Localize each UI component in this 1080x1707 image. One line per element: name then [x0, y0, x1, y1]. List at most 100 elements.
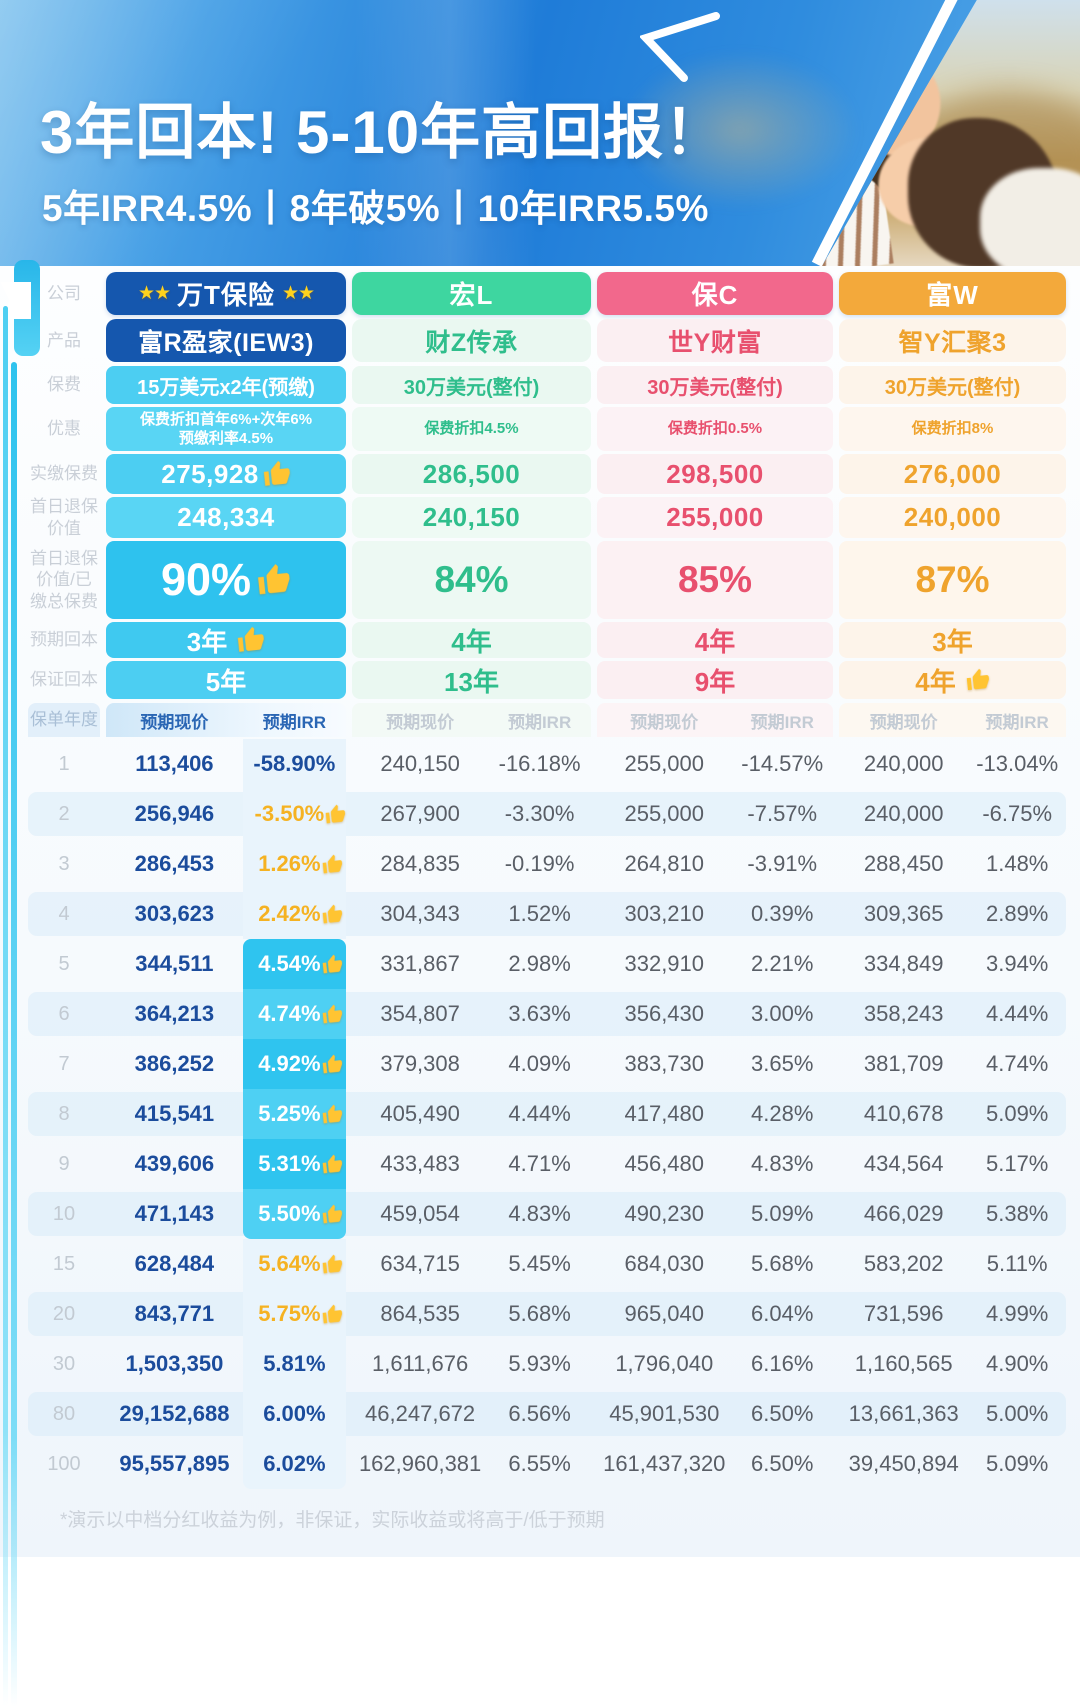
irr-cell: 4.83%: [508, 1201, 571, 1226]
irr-cell: 2.42%: [242, 889, 346, 939]
company-name: 富W: [926, 280, 979, 310]
expected-breakeven-value: 3年: [186, 626, 228, 657]
cash-value-cell: 358,243: [863, 1001, 944, 1026]
data-row: 46,247,672 6.56%: [352, 1389, 591, 1439]
cash-value-cell: 255,000: [624, 801, 705, 826]
data-row: 334,849 3.94%: [839, 939, 1066, 989]
day1-value-cell: 240,000: [839, 497, 1066, 538]
irr-value: 5.31%: [258, 1151, 321, 1176]
irr-cell: 4.92%: [242, 1039, 346, 1089]
irr-value: 6.02%: [263, 1451, 326, 1476]
cash-value-cell: 240,000: [863, 751, 944, 776]
data-row: 1,503,350 5.81%: [106, 1339, 346, 1389]
irr-cell: 5.09%: [985, 1451, 1049, 1476]
cash-value-cell: 1,796,040: [615, 1351, 714, 1376]
expected-breakeven-value: 4年: [451, 626, 492, 657]
irr-value: -58.90%: [253, 751, 336, 776]
data-row: 417,480 4.28%: [597, 1089, 833, 1139]
data-row: 309,365 2.89%: [839, 889, 1066, 939]
company-header: 富W: [839, 272, 1066, 315]
paid-premium-value: 298,500: [666, 458, 764, 489]
table-subheader: 预期现价 预期IRR: [352, 703, 591, 737]
discount-cell: 保费折扣首年6%+次年6% 预缴利率4.5%: [106, 407, 346, 451]
data-row: 628,484 5.64%: [106, 1239, 346, 1289]
premium-cell: 15万美元x2年(预缴): [106, 366, 346, 404]
ratio-value: 87%: [915, 559, 990, 600]
star-icon: ★★: [137, 283, 171, 304]
cash-value-cell: 240,150: [380, 751, 460, 776]
cash-value-cell: 1,611,676: [371, 1351, 469, 1376]
label-day1-ratio: 首日退保价值/已缴总保费: [30, 549, 98, 611]
irr-cell: 6.16%: [751, 1351, 814, 1376]
data-row: 684,030 5.68%: [597, 1239, 833, 1289]
irr-cell: 5.09%: [985, 1101, 1049, 1126]
cash-value-header: 预期现价: [630, 712, 699, 732]
cash-value-cell: 1,160,565: [854, 1351, 953, 1376]
irr-cell: -7.57%: [747, 801, 818, 826]
paid-premium-cell: 298,500: [597, 454, 833, 494]
data-row: 864,535 5.68%: [352, 1289, 591, 1339]
discount-line: 保费折扣0.5%: [667, 420, 763, 438]
cash-value-cell: 456,480: [624, 1151, 705, 1176]
cash-value-cell: 965,040: [624, 1301, 705, 1326]
expected-breakeven-value: 4年: [694, 626, 736, 657]
data-row: 386,252 4.92%: [106, 1039, 346, 1089]
cash-value-cell: 471,143: [134, 1201, 215, 1226]
irr-cell: 5.68%: [751, 1251, 814, 1276]
thumbs-up-icon: [322, 854, 342, 873]
irr-cell: -3.50%: [242, 789, 346, 839]
irr-value: 4.92%: [258, 1051, 321, 1076]
irr-cell: 5.09%: [751, 1201, 814, 1226]
left-stripe-decoration: [3, 306, 8, 1706]
label-company: 公司: [47, 283, 81, 303]
company-column-3: 保C 世Y财富 30万美元(整付) 保费折扣0.5% 298,500 255,000 85%…: [597, 272, 833, 1489]
cash-value-cell: 331,867: [380, 951, 460, 976]
data-row: 332,910 2.21%: [597, 939, 833, 989]
row-tint-band: [28, 1192, 1066, 1236]
data-row: 288,450 1.48%: [839, 839, 1066, 889]
data-row: 240,000 -13.04%: [839, 739, 1066, 789]
cash-value-cell: 95,557,895: [119, 1451, 230, 1476]
data-row: 95,557,895 6.02%: [106, 1439, 346, 1489]
data-row: 113,406 -58.90%: [106, 739, 346, 789]
irr-cell: 5.25%: [242, 1089, 346, 1139]
data-row: 13,661,363 5.00%: [839, 1389, 1066, 1439]
expected-breakeven-cell: 3年: [839, 622, 1066, 658]
expected-breakeven-cell: 4年: [352, 622, 591, 658]
irr-cell: 4.71%: [508, 1151, 571, 1176]
company-column-2: 宏L 财Z传承 30万美元(整付) 保费折扣4.5% 286,500 240,150 84%…: [352, 272, 591, 1489]
data-row: 354,807 3.63%: [352, 989, 591, 1039]
company-name: 保C: [691, 280, 739, 310]
row-tint-band: [28, 792, 1066, 836]
table-subheader: 预期现价 预期IRR: [106, 703, 346, 737]
discount-cell: 保费折扣4.5%: [352, 407, 591, 451]
banner-title: 3年回本! 5-10年高回报！: [40, 99, 726, 166]
irr-cell: -13.04%: [976, 751, 1059, 776]
irr-cell: 6.50%: [751, 1451, 814, 1476]
irr-cell: 5.93%: [508, 1351, 571, 1376]
data-row: 255,000 -7.57%: [597, 789, 833, 839]
cash-value-cell: 264,810: [624, 851, 705, 876]
irr-cell: 2.89%: [985, 901, 1049, 926]
data-row: 331,867 2.98%: [352, 939, 591, 989]
irr-value: 5.75%: [258, 1301, 321, 1326]
cash-value-cell: 684,030: [624, 1251, 705, 1276]
cash-value-cell: 415,541: [134, 1101, 215, 1126]
irr-cell: 6.56%: [508, 1401, 571, 1426]
thumbs-up-icon: [322, 1154, 342, 1173]
paid-premium-value: 286,500: [422, 458, 521, 489]
irr-cell: 4.54%: [242, 939, 346, 989]
year-cell: 4: [58, 902, 70, 925]
discount-line: 预缴利率4.5%: [178, 430, 274, 447]
expected-breakeven-cell: 3年: [106, 622, 346, 658]
irr-cell: 4.44%: [508, 1101, 571, 1126]
data-row: 383,730 3.65%: [597, 1039, 833, 1089]
year-cell: 2: [58, 802, 70, 825]
ratio-cell: 87%: [839, 541, 1066, 619]
cash-value-header: 预期现价: [869, 712, 938, 732]
arrow-decoration-icon: [640, 12, 720, 82]
cash-value-header: 预期现价: [140, 712, 209, 732]
comparison-section: 公司 产品 保费 优惠 实缴保费 首日退保价值 首日退保价值/已缴总保费 预期回…: [0, 260, 1080, 1707]
irr-cell: 4.99%: [985, 1301, 1049, 1326]
guaranteed-breakeven-value: 9年: [694, 666, 736, 697]
